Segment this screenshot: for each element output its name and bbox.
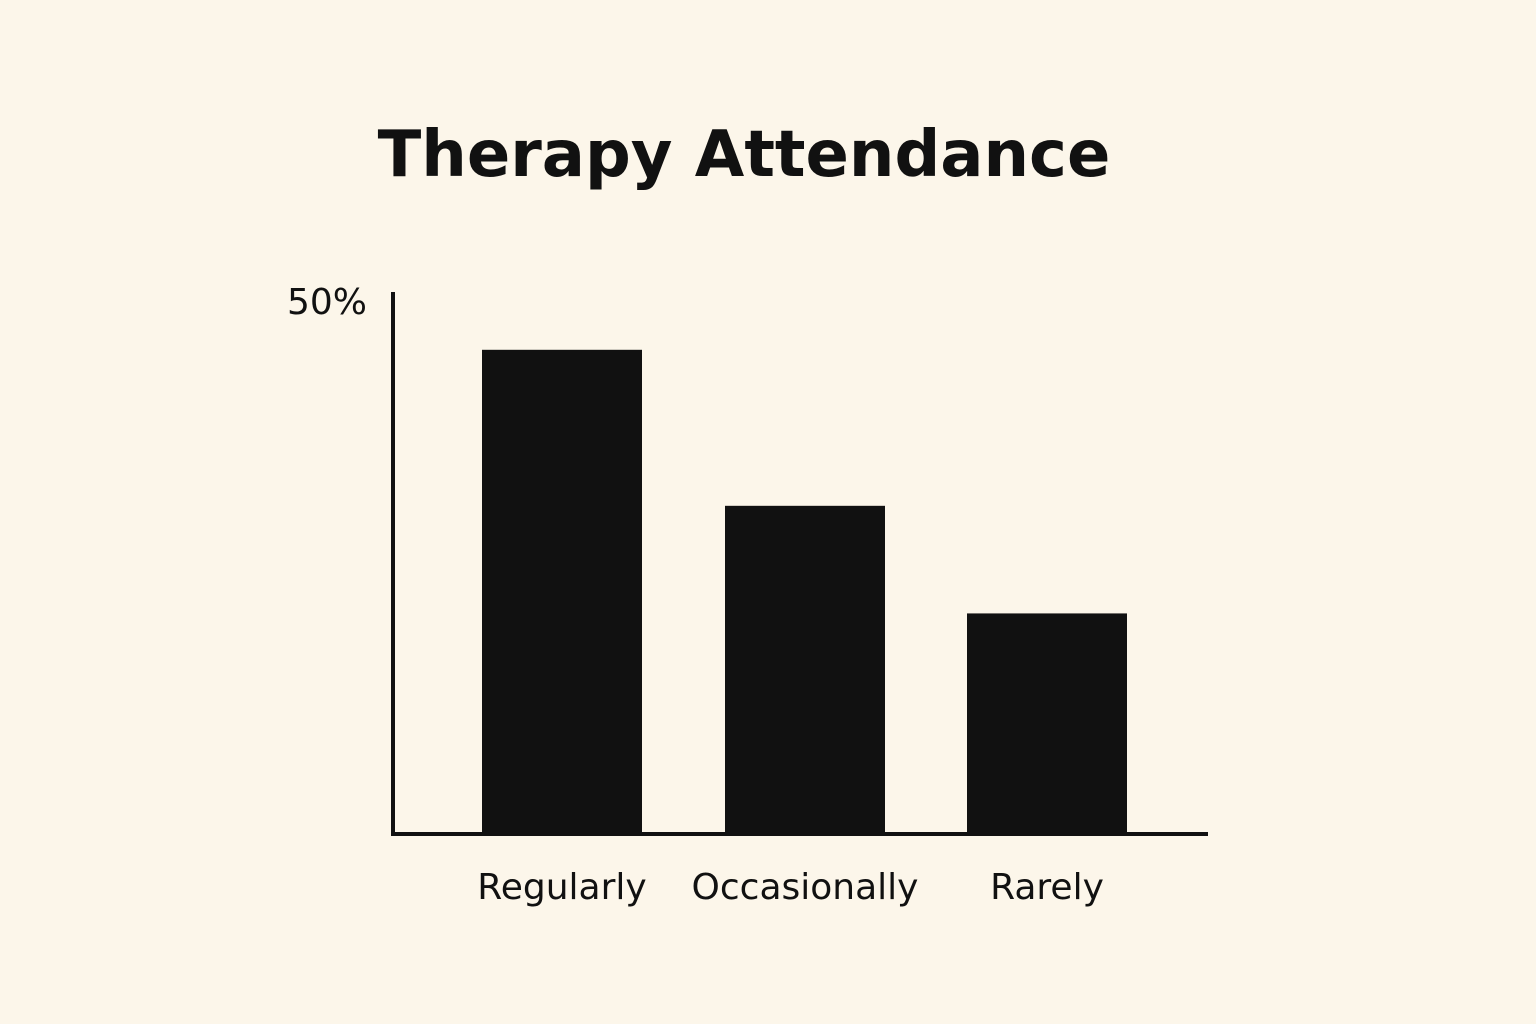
bars-group [482, 349, 1127, 834]
x-tick-labels: Regularly Occasionally Rarely [477, 867, 1104, 908]
chart-title: Therapy Attendance [378, 118, 1111, 192]
x-tick-label-occasionally: Occasionally [692, 867, 919, 908]
x-tick-label-rarely: Rarely [990, 867, 1104, 908]
bar-occasionally [725, 505, 885, 834]
bar-rarely [967, 613, 1127, 834]
bar-regularly [482, 349, 642, 834]
x-tick-label-regularly: Regularly [477, 867, 646, 908]
y-tick-label-max: 50% [287, 282, 367, 323]
